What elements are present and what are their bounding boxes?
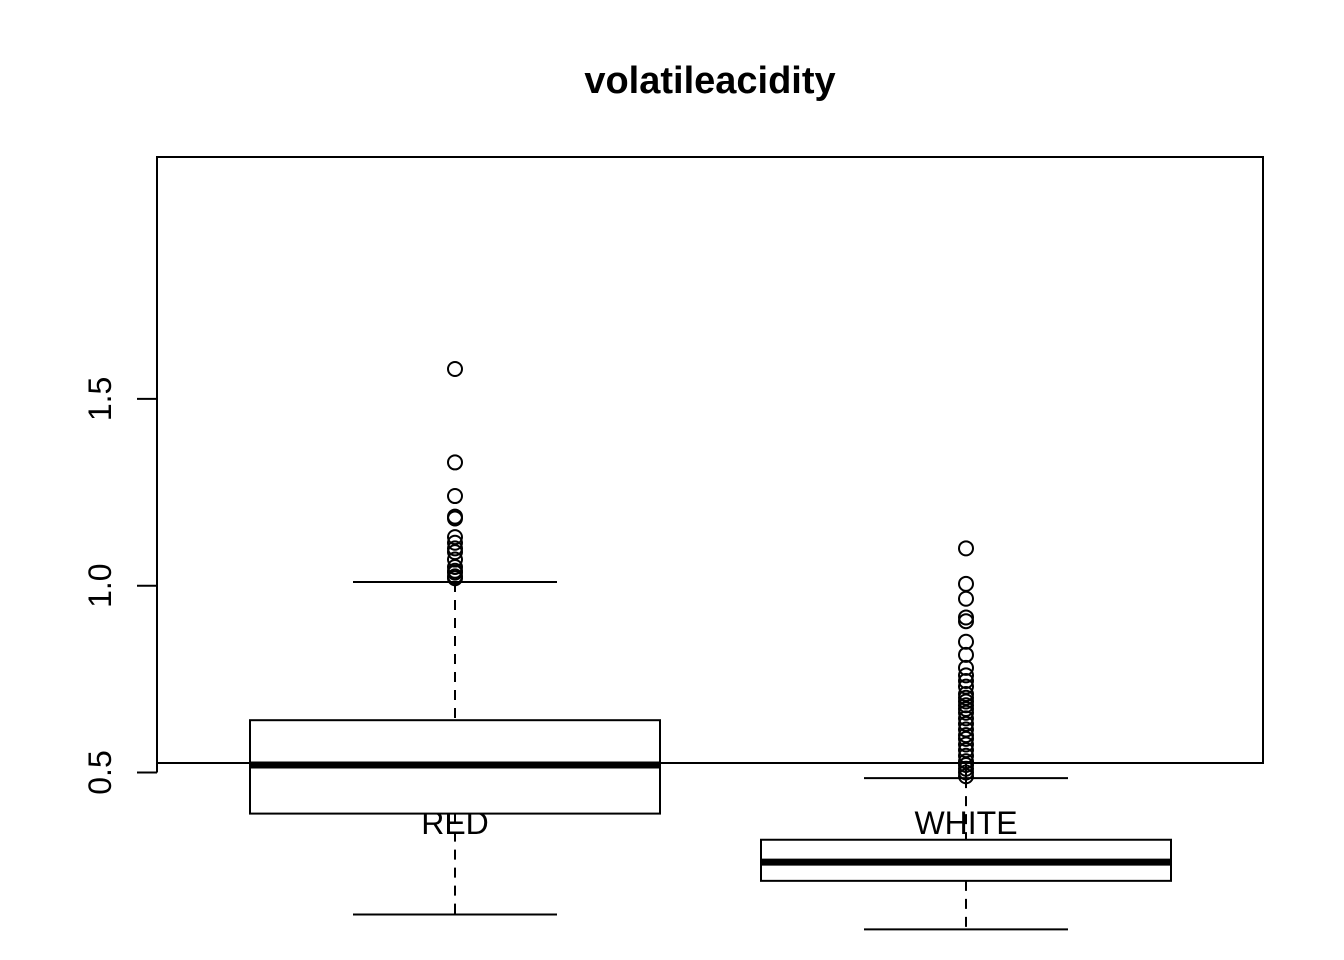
y-tick-label: 1.5 bbox=[82, 377, 118, 421]
chart-title: volatileacidity bbox=[584, 60, 835, 102]
y-tick-label: 0.5 bbox=[82, 750, 118, 794]
box-red bbox=[249, 361, 661, 916]
outlier-point bbox=[958, 575, 974, 592]
outlier-point bbox=[447, 454, 463, 471]
outlier-point bbox=[447, 529, 463, 546]
outlier-point bbox=[958, 727, 974, 744]
outlier-point bbox=[958, 753, 974, 770]
outlier-point bbox=[958, 667, 974, 684]
y-tick-label: 1.0 bbox=[82, 563, 118, 607]
outlier-point bbox=[958, 678, 974, 695]
outlier-point bbox=[958, 590, 974, 607]
outlier-point bbox=[447, 508, 463, 525]
outlier-point bbox=[447, 540, 463, 557]
plot-frame bbox=[156, 156, 1264, 764]
outlier-point bbox=[958, 540, 974, 557]
y-axis: 0.5 1.0 1.5 bbox=[82, 377, 158, 795]
outlier-point bbox=[447, 534, 463, 551]
box-group bbox=[249, 361, 1172, 931]
outlier-point bbox=[958, 646, 974, 663]
outlier-point bbox=[958, 721, 974, 738]
outlier-point bbox=[447, 551, 463, 568]
outlier-point bbox=[958, 633, 974, 650]
outlier-point bbox=[958, 609, 974, 626]
box-white bbox=[760, 540, 1172, 931]
outlier-point bbox=[447, 488, 463, 505]
outlier-point bbox=[447, 361, 463, 378]
outlier-point bbox=[958, 747, 974, 764]
